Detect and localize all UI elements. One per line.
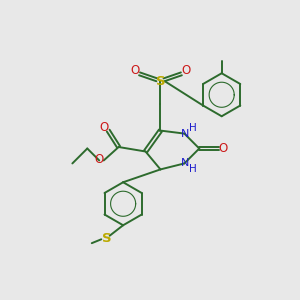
Text: H: H [189,123,197,133]
Text: H: H [189,164,196,174]
Text: N: N [181,129,189,139]
Text: O: O [99,121,109,134]
Text: O: O [94,153,103,167]
Text: S: S [102,232,112,245]
Text: O: O [181,64,190,77]
Text: S: S [156,75,165,88]
Text: O: O [218,142,228,155]
Text: N: N [181,158,189,168]
Text: O: O [131,64,140,77]
